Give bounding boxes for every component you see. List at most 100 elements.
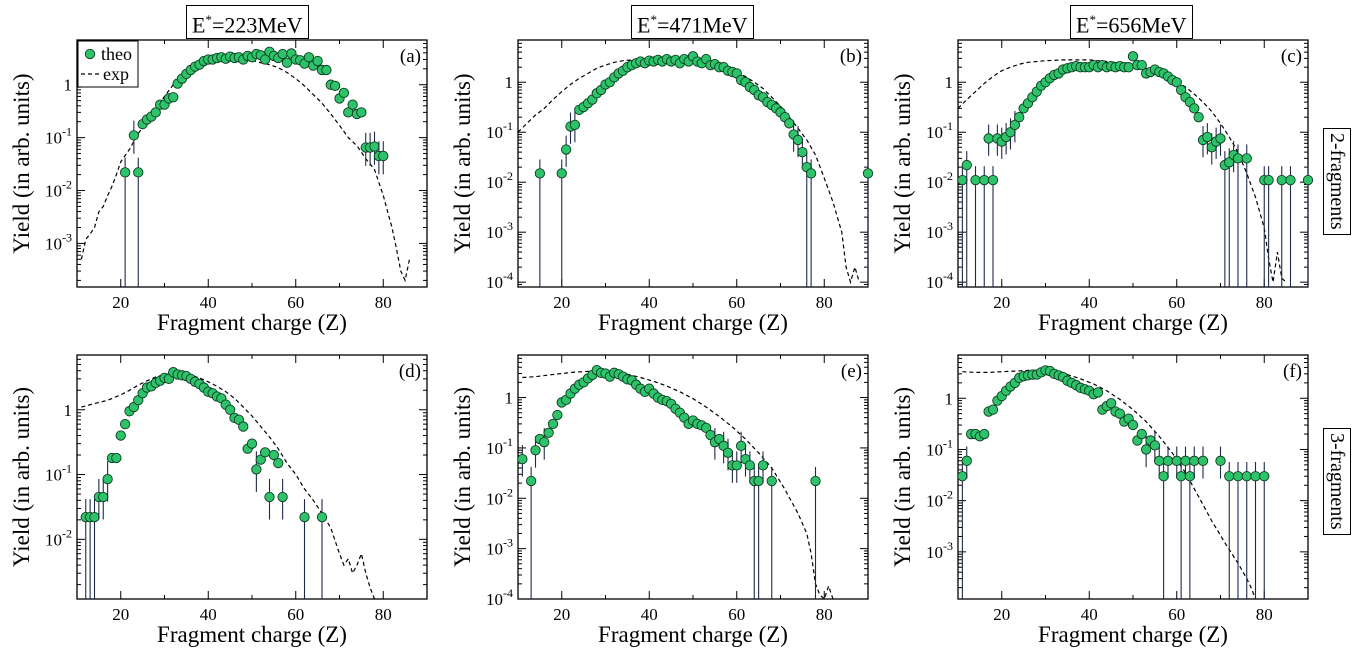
- theo-point: [766, 475, 777, 487]
- theo-point: [731, 460, 742, 471]
- theo-point: [569, 119, 581, 131]
- y-tick-label: 1: [64, 401, 73, 420]
- exp-curve-line: [522, 370, 834, 601]
- theo-point: [102, 473, 113, 485]
- theo-point: [979, 174, 990, 186]
- theo-point: [1250, 471, 1261, 482]
- theo-point: [979, 428, 990, 440]
- chart-panel-2: 20 40 60 80 10-4 10-3 10-2 10-1 1 Fragment charge…: [450, 39, 874, 335]
- theo-point: [347, 99, 358, 110]
- theo-point: [98, 491, 109, 503]
- theo-point: [1232, 153, 1244, 164]
- theo-point: [517, 453, 528, 465]
- x-tick-label: 80: [816, 605, 833, 624]
- theo-point: [168, 92, 179, 103]
- panel-label: (f): [1283, 361, 1302, 382]
- theo-point: [268, 449, 280, 461]
- column-title-1: E*=223MeV: [186, 5, 309, 40]
- theo-point: [1009, 119, 1021, 131]
- y-axis-label: Yield (in arb. units): [9, 387, 34, 567]
- theo-point: [338, 87, 350, 99]
- x-axis-label: Fragment charge (Z): [598, 310, 788, 335]
- x-tick-label: 60: [1168, 605, 1185, 624]
- theo-point: [1171, 77, 1182, 88]
- y-tick-label: 10-3: [486, 219, 513, 242]
- x-tick-label: 20: [553, 293, 570, 312]
- x-tick-label: 40: [641, 293, 658, 312]
- row-label-2-fragments: 2-fragments: [1323, 128, 1351, 235]
- theo-point: [1114, 408, 1126, 419]
- theo-point: [224, 404, 236, 415]
- theo-point: [1197, 455, 1209, 466]
- plot-frame: [76, 354, 428, 600]
- theo-point: [552, 409, 563, 421]
- x-tick-label: 20: [993, 293, 1010, 312]
- theo-point: [1224, 471, 1235, 482]
- exp-curve-line: [957, 59, 1287, 283]
- legend-box: [77, 40, 139, 88]
- y-tick-label: 10-2: [486, 169, 513, 192]
- x-tick-label: 80: [375, 605, 392, 624]
- theo-point: [303, 52, 315, 63]
- theo-point: [259, 447, 271, 458]
- x-tick-label: 40: [1081, 605, 1098, 624]
- theo-point: [316, 512, 328, 523]
- theo-point: [543, 427, 554, 438]
- theo-point: [251, 464, 262, 475]
- theo-point: [277, 491, 288, 503]
- theo-point: [1136, 428, 1147, 440]
- theo-point: [1154, 455, 1165, 466]
- theo-point: [115, 430, 126, 441]
- y-tick-label: 10-3: [926, 219, 953, 242]
- y-tick-label: 1: [945, 389, 954, 408]
- theo-point: [1189, 103, 1200, 114]
- theo-point: [238, 421, 249, 432]
- theo-point: [797, 146, 808, 158]
- x-axis-label: Fragment charge (Z): [1038, 310, 1228, 335]
- x-tick-label: 60: [1168, 293, 1185, 312]
- panel-label: (c): [1281, 46, 1302, 67]
- theo-point: [735, 440, 747, 451]
- y-axis-label: Yield (in arb. units): [9, 73, 34, 253]
- theo-point: [525, 475, 537, 487]
- theo-point: [89, 512, 100, 523]
- x-tick-label: 20: [553, 605, 570, 624]
- theo-point: [1202, 131, 1213, 143]
- theo-point: [560, 144, 572, 155]
- theo-point: [805, 168, 817, 179]
- theo-point: [1092, 387, 1104, 398]
- y-tick-label: 1: [945, 73, 954, 92]
- theo-point: [1105, 398, 1117, 409]
- y-tick-label: 10-3: [45, 230, 72, 253]
- y-tick-label: 10-4: [486, 269, 513, 292]
- y-tick-label: 10-3: [486, 536, 513, 559]
- theo-point: [1184, 471, 1196, 482]
- x-tick-label: 80: [1256, 605, 1273, 624]
- y-tick-label: 1: [505, 389, 514, 408]
- x-tick-label: 40: [200, 605, 217, 624]
- theo-point: [378, 150, 389, 162]
- theo-point: [1232, 471, 1244, 482]
- y-tick-label: 10-2: [486, 485, 513, 508]
- theo-point: [119, 167, 131, 178]
- y-tick-label: 10-1: [45, 462, 72, 485]
- x-tick-label: 40: [1081, 293, 1098, 312]
- theo-point: [810, 475, 821, 487]
- chart-panel-3: 20 40 60 80 10-4 10-3 10-2 10-1 1 Fragment charge…: [890, 39, 1314, 335]
- theo-point: [744, 460, 756, 471]
- theo-point: [862, 168, 874, 179]
- theo-point: [957, 471, 968, 482]
- x-tick-label: 80: [375, 293, 392, 312]
- theo-point: [530, 445, 541, 456]
- theo-point: [277, 48, 288, 60]
- exp-curve-line: [81, 373, 376, 600]
- panel-label: (b): [840, 46, 862, 67]
- chart-panel-5: 20 40 60 80 10-4 10-3 10-2 10-1 1 Fragment charge…: [450, 354, 869, 647]
- x-tick-label: 20: [112, 293, 129, 312]
- theo-point: [1158, 471, 1169, 482]
- x-axis-label: Fragment charge (Z): [598, 622, 788, 647]
- y-tick-label: 10-1: [926, 119, 953, 142]
- theo-point: [150, 107, 161, 118]
- theo-point: [556, 168, 567, 179]
- x-tick-label: 20: [112, 605, 129, 624]
